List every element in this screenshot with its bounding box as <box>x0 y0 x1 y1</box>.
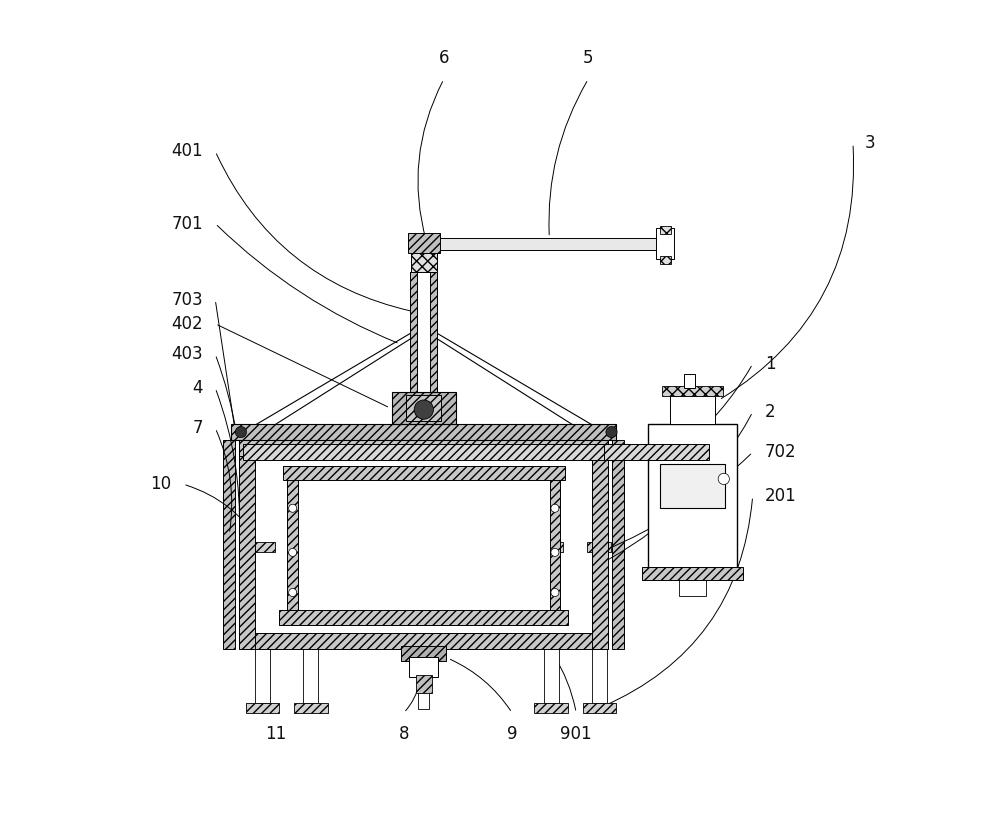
Circle shape <box>718 473 729 485</box>
Bar <box>410 272 417 392</box>
Bar <box>408 233 440 253</box>
Circle shape <box>235 427 247 437</box>
Bar <box>303 460 318 703</box>
Text: 201: 201 <box>765 487 796 505</box>
Bar <box>409 657 438 676</box>
Bar <box>401 646 446 661</box>
Bar <box>534 703 568 713</box>
Bar <box>656 228 674 259</box>
Circle shape <box>289 504 297 512</box>
Bar <box>592 460 607 703</box>
Bar <box>243 444 684 460</box>
Bar <box>642 567 743 579</box>
Bar <box>660 464 725 508</box>
Bar <box>648 424 737 569</box>
Bar <box>239 440 255 649</box>
Bar <box>550 472 560 624</box>
Bar <box>406 395 441 421</box>
Text: 703: 703 <box>172 290 203 308</box>
Text: 3: 3 <box>865 135 876 153</box>
Bar <box>239 632 608 649</box>
Text: 2: 2 <box>765 403 775 421</box>
Text: 8: 8 <box>398 725 409 743</box>
Circle shape <box>289 588 297 596</box>
Bar <box>544 460 559 703</box>
Bar <box>684 374 695 388</box>
Circle shape <box>551 588 559 596</box>
Bar <box>411 251 437 272</box>
Bar <box>294 703 328 713</box>
Bar <box>251 542 275 552</box>
Circle shape <box>414 400 433 419</box>
Bar <box>660 226 671 234</box>
Bar <box>392 392 456 424</box>
Circle shape <box>551 504 559 512</box>
Bar <box>287 472 298 624</box>
Bar <box>438 237 660 250</box>
Text: 401: 401 <box>172 142 203 160</box>
Bar <box>612 440 624 649</box>
Text: 4: 4 <box>193 379 203 397</box>
Bar <box>246 703 279 713</box>
Bar <box>255 456 592 632</box>
Text: 7: 7 <box>193 419 203 437</box>
Text: 6: 6 <box>439 49 449 67</box>
Text: 9: 9 <box>507 725 517 743</box>
Text: 901: 901 <box>560 725 592 743</box>
Text: 10: 10 <box>150 475 171 493</box>
Bar <box>587 542 611 552</box>
Bar <box>583 703 616 713</box>
Text: 402: 402 <box>172 315 203 333</box>
Circle shape <box>289 548 297 557</box>
Bar <box>679 444 706 596</box>
Text: 5: 5 <box>583 49 593 67</box>
Bar <box>416 243 432 251</box>
Bar <box>231 424 616 440</box>
Bar <box>299 542 323 552</box>
Bar <box>414 392 433 424</box>
Text: 702: 702 <box>765 443 796 461</box>
Text: 403: 403 <box>172 345 203 363</box>
Bar <box>283 466 565 480</box>
Bar <box>539 542 563 552</box>
Bar <box>670 396 715 424</box>
Bar <box>279 610 568 624</box>
Bar <box>604 444 709 460</box>
Text: 11: 11 <box>265 725 286 743</box>
Bar <box>239 440 608 456</box>
Circle shape <box>551 548 559 557</box>
Bar <box>255 460 270 703</box>
Circle shape <box>606 427 617 437</box>
Bar <box>416 675 432 693</box>
Bar <box>417 272 430 392</box>
Text: 701: 701 <box>172 215 203 233</box>
Text: 1: 1 <box>765 355 775 373</box>
Bar <box>430 272 437 392</box>
Bar <box>592 440 608 649</box>
Bar <box>418 675 429 709</box>
Bar <box>660 256 671 264</box>
Bar <box>298 485 550 610</box>
Bar <box>662 386 723 396</box>
Bar <box>223 440 235 649</box>
